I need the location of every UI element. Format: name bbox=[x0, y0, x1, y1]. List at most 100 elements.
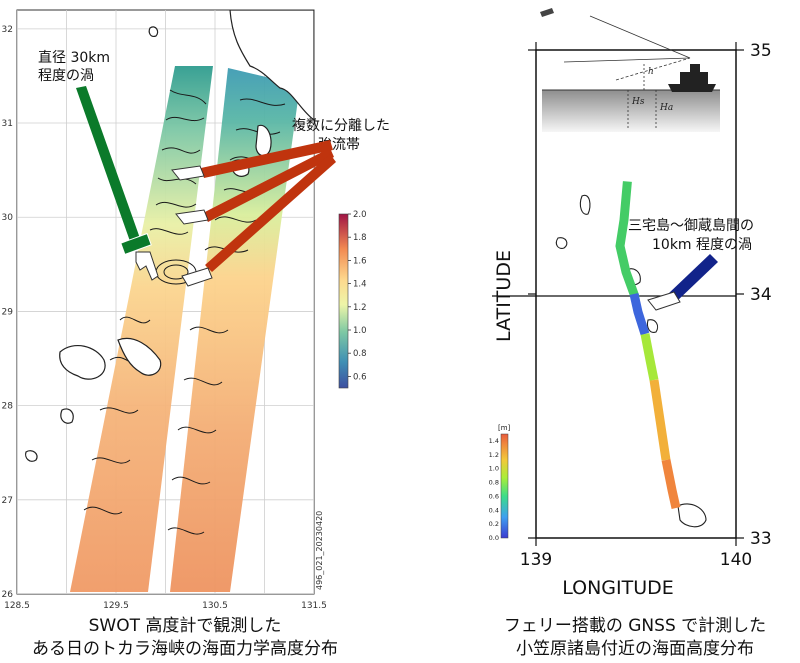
inset-label-hs: Hs bbox=[631, 97, 645, 107]
right-colorbar-tick-label: 1.2 bbox=[489, 451, 499, 459]
island-oshima bbox=[579, 194, 591, 215]
left-colorbar-tick-label: 1.8 bbox=[353, 233, 367, 243]
jet-hand-icon-1 bbox=[171, 165, 205, 181]
eddy-arrow bbox=[76, 86, 142, 247]
left-y-tick-label: 27 bbox=[2, 496, 13, 506]
right-colorbar bbox=[500, 433, 509, 539]
right-annotation-line2: 10km 程度の渦 bbox=[652, 237, 752, 253]
inset-label-ha: Ha bbox=[659, 103, 673, 113]
island-mikura bbox=[646, 319, 659, 333]
left-x-tick-label: 131.5 bbox=[301, 601, 327, 611]
island-small-1 bbox=[60, 408, 74, 424]
right-y-tick-label: 35 bbox=[750, 41, 772, 61]
right-colorbar-tick-label: 0.4 bbox=[489, 506, 499, 514]
left-colorbar-tick-label: 1.4 bbox=[353, 280, 367, 290]
right-colorbar-unit: [m] bbox=[498, 424, 511, 432]
jet-hand-icon-2 bbox=[175, 209, 209, 225]
right-caption-line2: 小笠原諸島付近の海面高度分布 bbox=[516, 639, 754, 659]
jets-annotation: 複数に分離した 強流帯 bbox=[171, 117, 390, 287]
track-south-2 bbox=[649, 379, 671, 461]
swot-swath-west bbox=[70, 66, 213, 592]
island-toshima bbox=[555, 237, 568, 249]
right-annotation-line1: 三宅島～御蔵島間の bbox=[628, 218, 754, 234]
left-colorbar-tick-label: 1.6 bbox=[353, 256, 367, 266]
left-caption: SWOT 高度計で観測した ある日のトカラ海峡の海面力学高度分布 bbox=[0, 615, 370, 661]
left-y-tick-label: 31 bbox=[2, 119, 13, 129]
jets-annotation-line1: 複数に分離した bbox=[292, 117, 390, 134]
kyushu-coast bbox=[229, 10, 314, 121]
swot-swaths bbox=[70, 66, 300, 592]
eddy-arrow-cuff bbox=[120, 232, 152, 256]
right-ylabel: LATITUDE bbox=[493, 250, 515, 342]
right-colorbar-tick-label: 0.6 bbox=[489, 492, 499, 500]
left-caption-line2: ある日のトカラ海峡の海面力学高度分布 bbox=[32, 639, 338, 659]
right-caption-line1: フェリー搭載の GNSS で計測した bbox=[503, 616, 767, 636]
eddy-annotation-line1: 直径 30km bbox=[38, 49, 110, 66]
right-xlabel: LONGITUDE bbox=[562, 577, 674, 599]
left-y-tick-label: 28 bbox=[2, 402, 14, 412]
gnss-inset: h Hs Ha bbox=[540, 8, 720, 132]
island-hachijo bbox=[677, 503, 707, 528]
left-colorbar-tick-label: 1.2 bbox=[353, 303, 367, 313]
eddy-annotation: 直径 30km 程度の渦 bbox=[38, 49, 159, 281]
left-x-ticks: 128.5 129.5 130.5 131.5 bbox=[4, 601, 327, 611]
eddy-annotation-line2: 程度の渦 bbox=[38, 68, 94, 84]
right-axis-ticks: 139 140 35 34 33 bbox=[520, 41, 772, 570]
right-caption: フェリー搭載の GNSS で計測した 小笠原諸島付近の海面高度分布 bbox=[470, 615, 800, 661]
track-middle bbox=[629, 293, 650, 336]
jet-arrow-2 bbox=[203, 148, 334, 222]
ferry-track bbox=[615, 181, 681, 509]
right-x-tick-label: 139 bbox=[520, 550, 552, 570]
eddy-hand-icon bbox=[135, 251, 159, 281]
left-y-tick-label: 32 bbox=[2, 25, 13, 35]
left-colorbar-tick-label: 1.0 bbox=[353, 326, 367, 336]
left-y-ticks: 32 31 30 29 28 27 26 bbox=[2, 25, 14, 600]
inset-ray-1 bbox=[589, 15, 691, 59]
left-caption-line1: SWOT 高度計で観測した bbox=[88, 616, 282, 636]
track-south-1 bbox=[640, 333, 659, 381]
left-colorbar bbox=[338, 213, 349, 389]
inset-ray-2 bbox=[563, 57, 691, 63]
island-okinawa-west bbox=[59, 344, 106, 380]
left-map: 128.5 129.5 130.5 131.5 32 31 30 29 28 27 26 496_… bbox=[2, 9, 390, 611]
left-colorbar-tick-label: 0.6 bbox=[353, 372, 367, 382]
inset-sea bbox=[542, 90, 720, 132]
right-colorbar-tick-label: 0.8 bbox=[489, 479, 499, 487]
right-colorbar-tick-label: 1.0 bbox=[489, 465, 499, 473]
track-north bbox=[615, 181, 640, 300]
island-amami bbox=[117, 337, 162, 376]
right-x-tick-label: 140 bbox=[720, 550, 752, 570]
left-y-tick-label: 30 bbox=[2, 213, 14, 223]
right-annotation-arrow bbox=[668, 254, 718, 302]
right-y-tick-label: 33 bbox=[750, 529, 772, 549]
left-x-tick-label: 128.5 bbox=[4, 601, 30, 611]
left-colorbar-tick-label: 0.8 bbox=[353, 349, 367, 359]
left-y-tick-label: 29 bbox=[2, 307, 14, 317]
left-side-label: 496_021_20230420 bbox=[315, 511, 324, 590]
left-colorbar-ticks: 2.0 1.8 1.6 1.4 1.2 1.0 0.8 0.6 bbox=[348, 210, 367, 382]
right-y-tick-label: 34 bbox=[750, 285, 772, 305]
swot-swath-east bbox=[170, 68, 300, 592]
right-colorbar-tick-label: 0.2 bbox=[489, 520, 499, 528]
left-x-tick-label: 129.5 bbox=[103, 601, 129, 611]
island-small-3 bbox=[148, 26, 159, 37]
left-x-tick-label: 130.5 bbox=[202, 601, 228, 611]
left-colorbar-tick-label: 2.0 bbox=[353, 210, 367, 220]
inset-satellite-icon bbox=[540, 8, 554, 17]
inset-ray-3 bbox=[615, 57, 691, 81]
inset-ship-icon bbox=[668, 64, 716, 92]
island-tanegashima bbox=[255, 124, 272, 157]
right-hand-icon bbox=[647, 291, 681, 311]
jet-arrow-3 bbox=[205, 154, 336, 272]
left-coastlines bbox=[25, 10, 314, 462]
right-colorbar-tick-label: 0.0 bbox=[489, 534, 499, 542]
left-y-tick-label: 26 bbox=[2, 590, 14, 600]
right-colorbar-tick-label: 1.4 bbox=[489, 437, 499, 445]
right-map: 139 140 35 34 33 h Hs Ha bbox=[489, 8, 772, 599]
jet-arrow-1 bbox=[201, 140, 333, 178]
track-south-3 bbox=[661, 459, 681, 509]
right-colorbar-ticks: 1.4 1.2 1.0 0.8 0.6 0.4 0.2 0.0 bbox=[489, 437, 499, 542]
island-small-2 bbox=[25, 450, 38, 462]
jet-hand-icon-3 bbox=[181, 267, 213, 287]
